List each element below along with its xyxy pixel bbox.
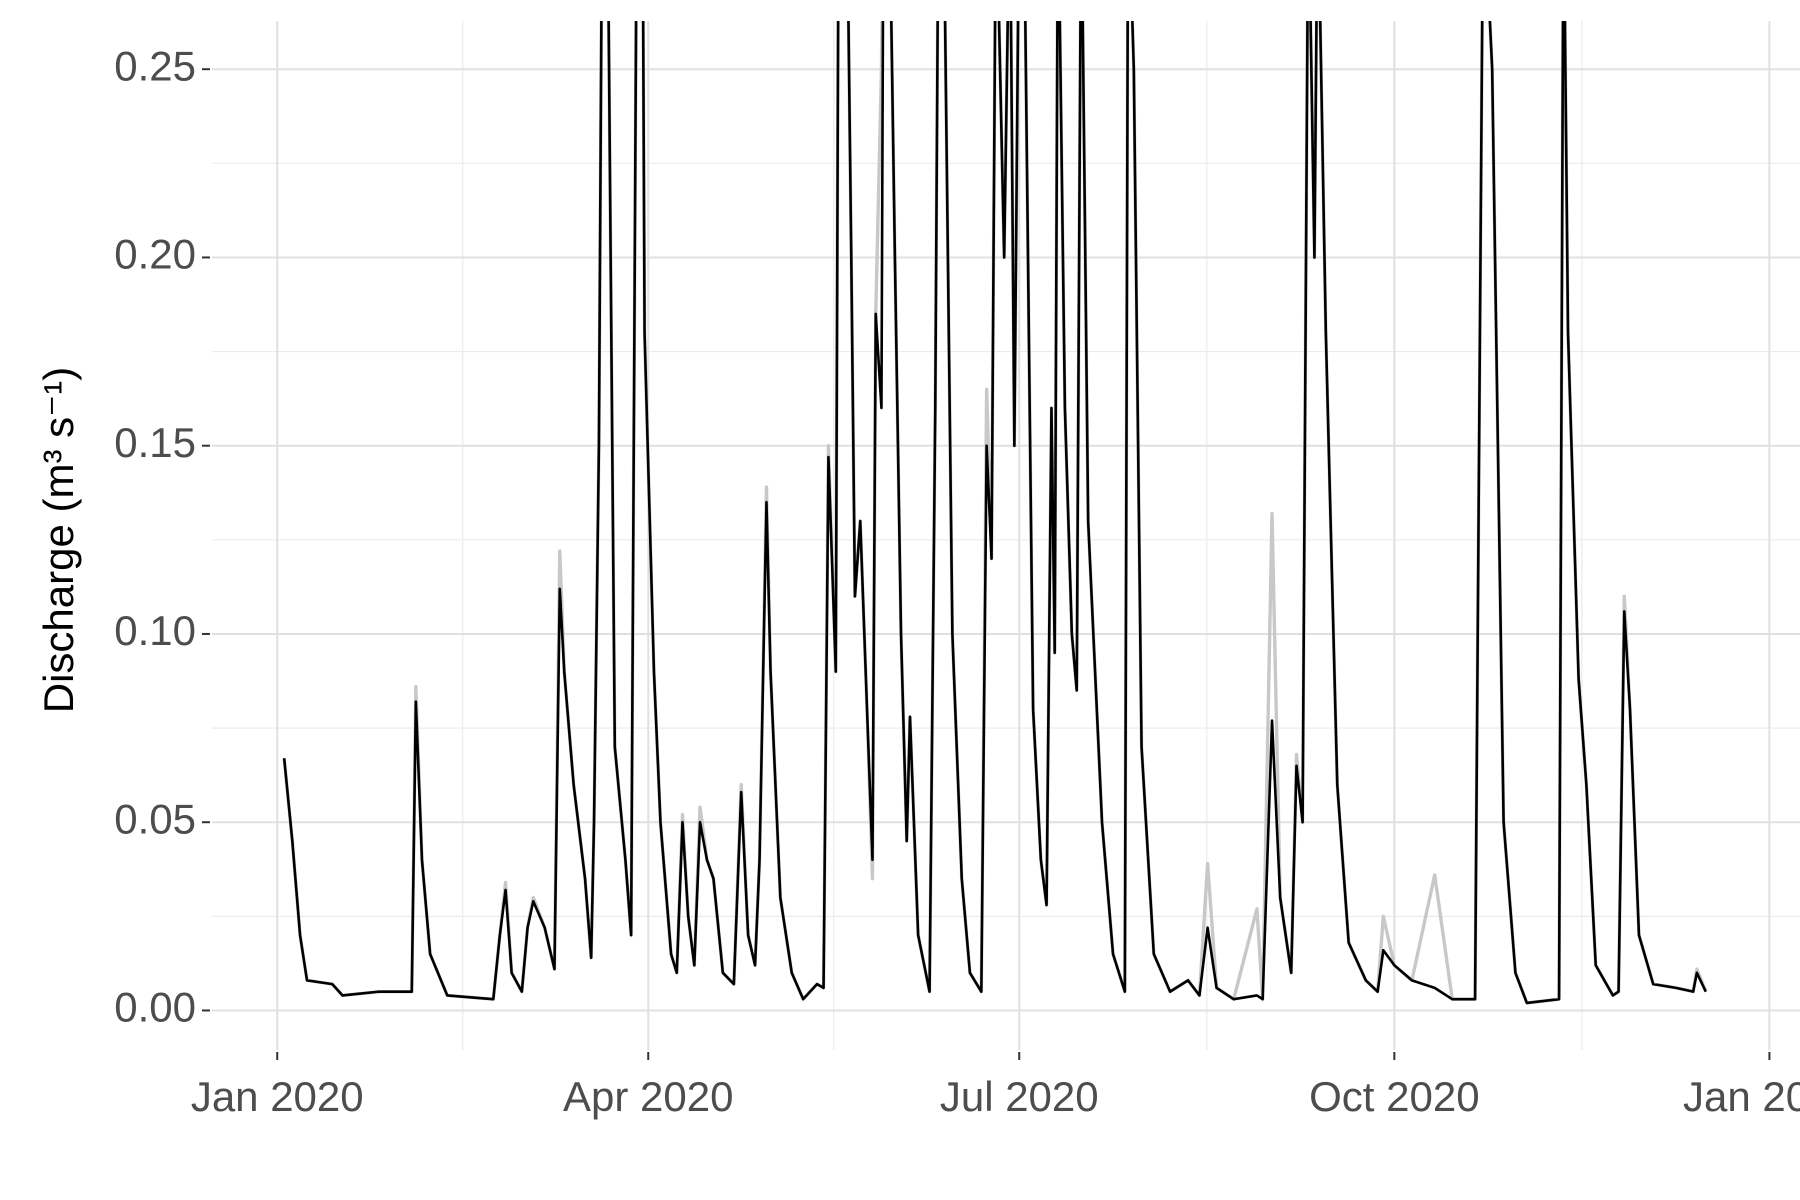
y-tick-label: 0.20: [114, 231, 196, 278]
plot-area: [282, 21, 1708, 1005]
y-tick-label: 0.05: [114, 795, 196, 842]
x-tick-label: Jan 2020: [191, 1073, 364, 1120]
y-tick-label: 0.10: [114, 607, 196, 654]
x-tick-label: Jan 2021: [1683, 1073, 1800, 1120]
y-tick-label: 0.25: [114, 42, 196, 89]
axes: 0.00 0.05 0.10 0.15 0.20 0.25 Jan 2020 Apr 2020…: [114, 42, 1800, 1120]
y-tick-label: 0.00: [114, 984, 196, 1031]
x-tick-label: Oct 2020: [1309, 1073, 1479, 1120]
y-tick-label: 0.15: [114, 419, 196, 466]
data-line: [282, 21, 1707, 1005]
grid: [212, 21, 1800, 1050]
x-tick-label: Jul 2020: [940, 1073, 1099, 1120]
x-tick-label: Apr 2020: [563, 1073, 733, 1120]
y-axis-title: Discharge (m³ s⁻¹): [35, 367, 82, 714]
